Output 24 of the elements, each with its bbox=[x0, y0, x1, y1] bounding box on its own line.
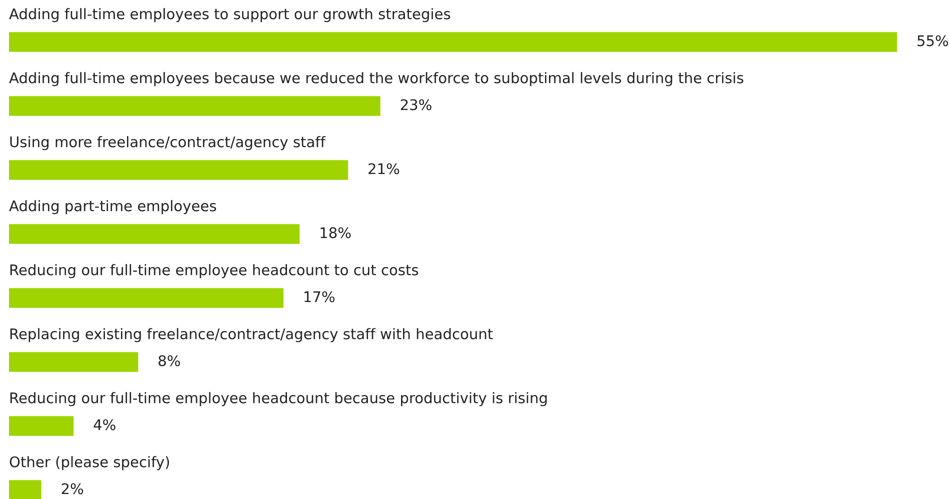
bar bbox=[9, 288, 284, 308]
data-label: 8% bbox=[158, 355, 180, 366]
y-tick-label: Using more freelance/contract/agency staff bbox=[10, 136, 326, 150]
y-tick-label: Other (please specify) bbox=[10, 456, 169, 470]
y-tick-label: Replacing existing freelance/contract/agency staff with headcount bbox=[10, 328, 493, 342]
y-tick-label: Reducing our full-time employee headcount to cut costs bbox=[10, 264, 418, 278]
y-tick-label: Reducing our full-time employee headcount because productivity is rising bbox=[10, 392, 547, 406]
data-label: 2% bbox=[62, 483, 84, 494]
y-tick-label: Adding part-time employees bbox=[9, 200, 216, 214]
y-tick-label: Adding full-time employees to support our growth strategies bbox=[9, 8, 450, 22]
y-tick-label: Adding full-time employees because we reduced the workforce to suboptimal levels during the crisis bbox=[9, 72, 744, 86]
bar bbox=[9, 160, 348, 180]
data-label: 17% bbox=[304, 291, 335, 302]
bar bbox=[9, 352, 138, 372]
bar bbox=[9, 32, 897, 52]
bar bbox=[9, 480, 42, 499]
data-label: 4% bbox=[94, 419, 116, 430]
bar bbox=[9, 416, 74, 436]
data-label: 18% bbox=[320, 227, 351, 238]
data-label: 55% bbox=[918, 35, 948, 46]
bar bbox=[9, 96, 380, 116]
data-label: 23% bbox=[400, 99, 432, 110]
bar bbox=[9, 224, 300, 244]
data-label: 21% bbox=[368, 163, 400, 174]
